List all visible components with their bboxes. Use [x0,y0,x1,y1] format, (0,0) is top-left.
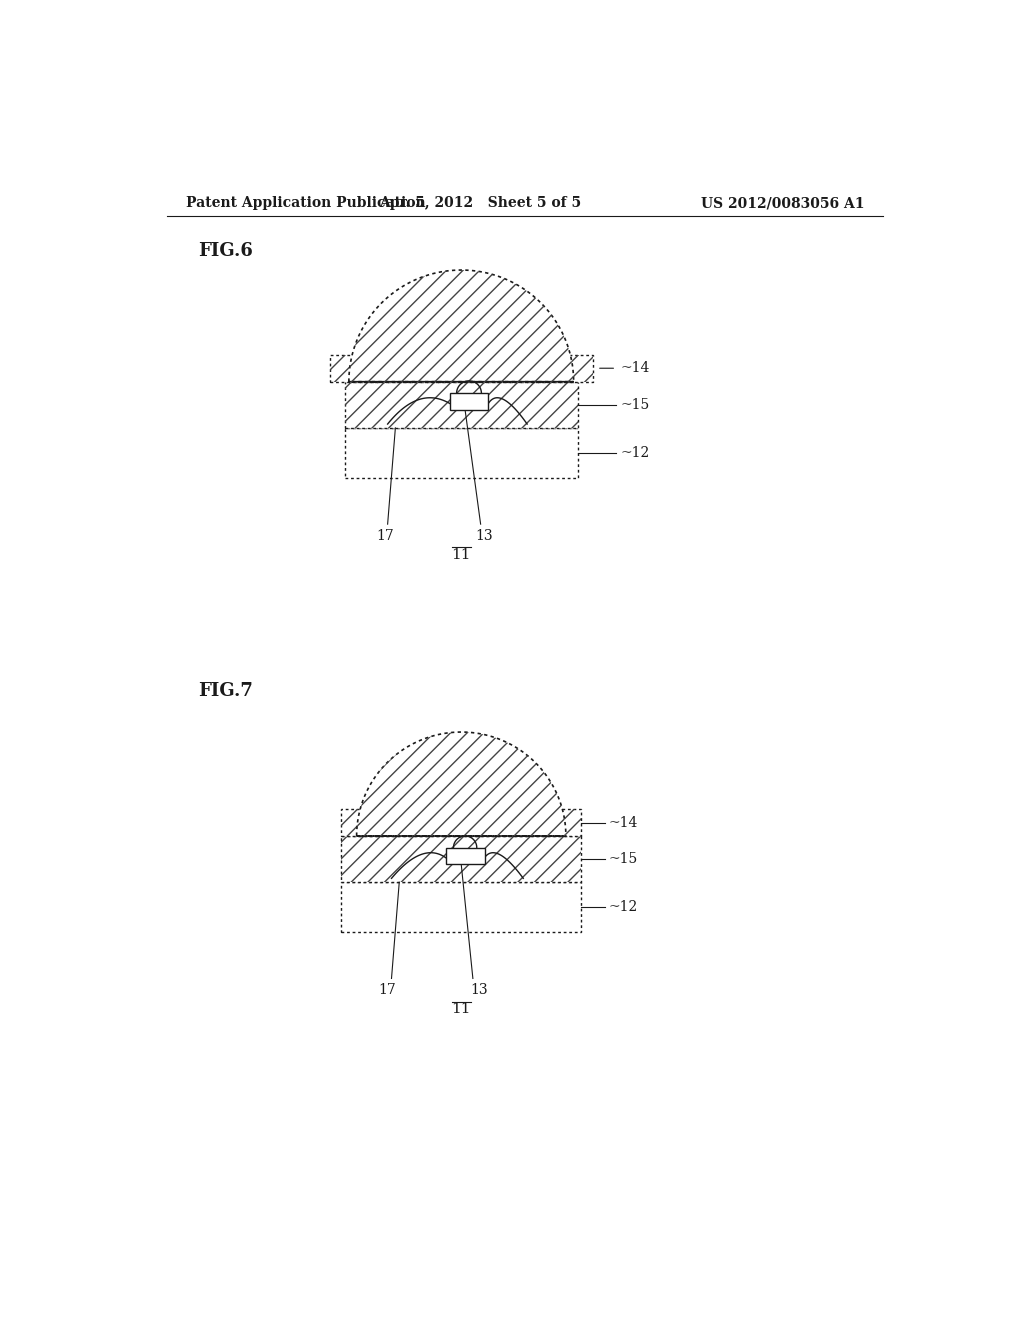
Text: US 2012/0083056 A1: US 2012/0083056 A1 [700,197,864,210]
Text: 11: 11 [452,548,471,562]
Bar [330,355,593,381]
Bar [445,847,484,865]
Bar [341,809,582,836]
Text: ~14: ~14 [621,362,649,375]
Text: FIG.7: FIG.7 [198,682,253,700]
Text: ~14: ~14 [608,816,638,829]
Bar [341,836,582,882]
Bar [450,393,488,411]
Text: Patent Application Publication: Patent Application Publication [186,197,426,210]
Bar [341,882,582,932]
Text: ~15: ~15 [621,397,649,412]
Text: FIG.6: FIG.6 [198,242,253,260]
Bar [341,836,582,882]
Bar [341,809,582,836]
Text: ~12: ~12 [608,900,638,915]
Bar [330,355,593,381]
Polygon shape [356,733,566,836]
Text: 13: 13 [476,529,494,543]
Polygon shape [349,271,573,381]
Bar [345,381,578,428]
Text: 17: 17 [379,983,396,997]
Bar [345,428,578,478]
Text: 11: 11 [452,1002,471,1016]
Text: 17: 17 [377,529,394,543]
Text: Apr. 5, 2012   Sheet 5 of 5: Apr. 5, 2012 Sheet 5 of 5 [380,197,582,210]
Bar [345,381,578,428]
Text: 13: 13 [470,983,487,997]
Text: ~15: ~15 [608,853,638,866]
Text: ~12: ~12 [621,446,649,459]
